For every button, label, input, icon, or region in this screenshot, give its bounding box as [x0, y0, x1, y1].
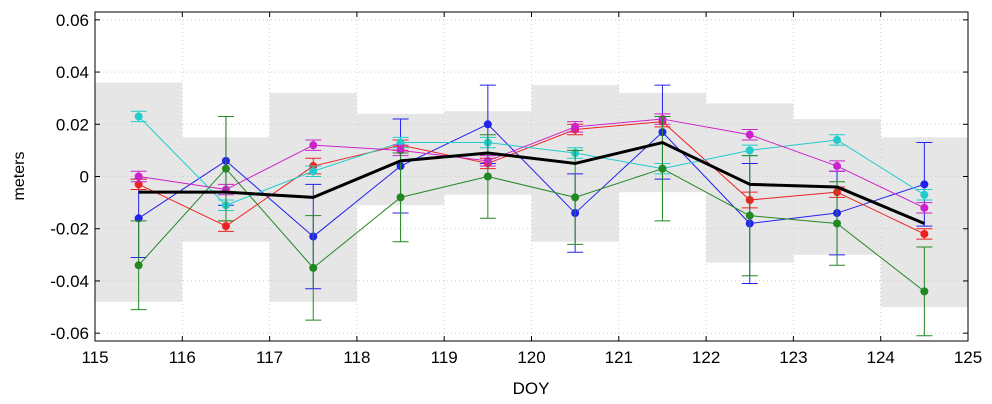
- data-point: [134, 112, 143, 121]
- data-point: [571, 122, 580, 131]
- data-point: [309, 167, 318, 176]
- x-tick-label: 120: [517, 348, 545, 367]
- data-point: [309, 263, 318, 272]
- data-point: [396, 146, 405, 155]
- y-tick-label: 0.06: [56, 11, 89, 30]
- x-tick-label: 122: [692, 348, 720, 367]
- data-point: [833, 219, 842, 228]
- y-tick-label: -0.04: [50, 272, 89, 291]
- x-tick-label: 119: [431, 348, 458, 367]
- y-tick-label: -0.02: [50, 220, 89, 239]
- data-point: [483, 120, 492, 129]
- data-point: [134, 261, 143, 270]
- x-tick-label: 118: [343, 348, 370, 367]
- grid: [95, 12, 968, 341]
- data-point: [396, 138, 405, 147]
- data-point: [745, 211, 754, 220]
- x-tick-label: 125: [954, 348, 982, 367]
- data-point: [134, 180, 143, 189]
- x-tick-label: 115: [81, 348, 108, 367]
- data-point: [309, 141, 318, 150]
- data-point: [396, 193, 405, 202]
- y-tick-label: 0: [80, 168, 89, 187]
- data-point: [920, 287, 929, 296]
- x-tick-label: 117: [256, 348, 283, 367]
- series-line: [138, 123, 925, 238]
- y-tick-label: 0.04: [56, 63, 89, 82]
- series: [130, 113, 933, 214]
- y-tick-label: 0.02: [56, 115, 89, 134]
- data-point: [745, 146, 754, 155]
- data-point: [920, 203, 929, 212]
- data-point: [134, 172, 143, 181]
- axes: 115 116 117 118 119 120 121 122 123 124 125 -0.06 -0…: [50, 11, 982, 367]
- x-tick-label: 121: [605, 348, 633, 367]
- x-axis-label: DOY: [513, 379, 550, 398]
- data-point: [920, 229, 929, 238]
- mean-line: [138, 141, 925, 225]
- data-point: [483, 172, 492, 181]
- data-point: [920, 180, 929, 189]
- series-line: [138, 116, 925, 206]
- data-point: [920, 190, 929, 199]
- data-point: [221, 222, 230, 231]
- x-tick-label: 116: [169, 348, 196, 367]
- data-point: [833, 162, 842, 171]
- y-tick-label: -0.06: [50, 324, 89, 343]
- series: [138, 141, 925, 225]
- series-layer: [130, 84, 933, 337]
- series-line: [138, 168, 925, 292]
- x-tick-label: 123: [779, 348, 807, 367]
- data-point: [658, 164, 667, 173]
- data-point: [745, 130, 754, 139]
- data-point: [571, 193, 580, 202]
- series-line: [138, 118, 925, 209]
- data-point: [134, 214, 143, 223]
- series: [130, 115, 933, 337]
- data-point: [833, 135, 842, 144]
- x-tick-label: 124: [867, 348, 895, 367]
- y-axis-label: meters: [11, 152, 28, 201]
- data-point: [221, 164, 230, 173]
- series: [130, 110, 933, 211]
